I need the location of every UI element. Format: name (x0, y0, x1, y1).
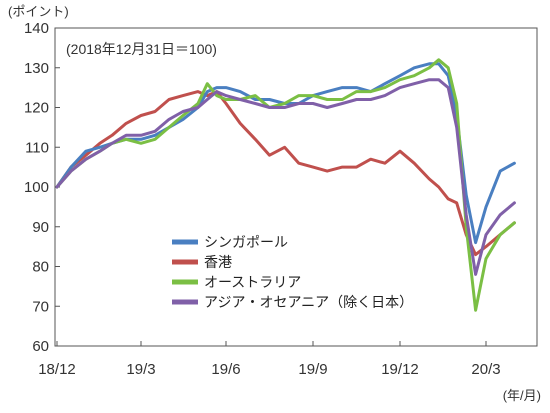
y-tick-label: 90 (32, 219, 49, 236)
base-date-note: (2018年12月31日＝100) (66, 41, 217, 57)
series-line-1 (55, 90, 516, 257)
y-tick-label: 70 (32, 298, 49, 315)
series-line-3 (55, 78, 516, 276)
x-tick-label: 19/6 (211, 361, 240, 378)
series-lines (55, 58, 516, 312)
x-tick-label: 20/3 (471, 361, 500, 378)
y-tick-label: 110 (25, 139, 49, 156)
series-line-0 (55, 62, 516, 245)
y-axis: 60 70 80 90 100 110 120 130 140 (24, 20, 60, 355)
legend-label: オーストラリア (204, 274, 301, 290)
y-tick-label: 60 (32, 338, 49, 355)
x-axis-unit-label: (年/月) (503, 388, 541, 403)
x-tick-label: 18/12 (38, 361, 76, 378)
legend-label: アジア・オセアニア（除く日本） (204, 294, 413, 310)
y-axis-unit-label: (ポイント) (8, 4, 69, 19)
y-tick-label: 140 (24, 20, 49, 37)
x-tick-label: 19/9 (298, 361, 327, 378)
legend-label: シンガポール (204, 234, 288, 250)
x-tick-label: 19/12 (381, 361, 419, 378)
y-tick-label: 100 (24, 179, 49, 196)
x-axis: 18/12 19/3 19/6 19/9 19/12 20/3 (38, 341, 501, 378)
y-tick-label: 130 (24, 60, 49, 77)
series-line-2 (55, 58, 516, 312)
x-tick-label: 19/3 (126, 361, 155, 378)
legend-label: 香港 (204, 254, 232, 270)
y-tick-label: 80 (32, 259, 49, 276)
y-tick-label: 120 (24, 100, 49, 117)
